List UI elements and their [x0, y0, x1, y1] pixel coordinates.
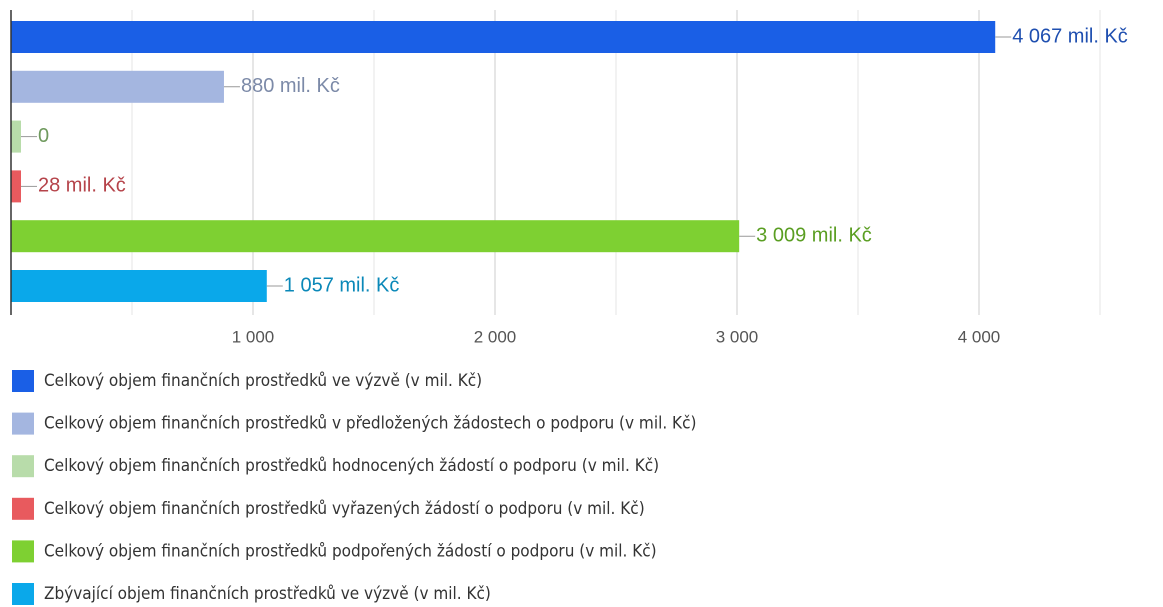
- value-label: 28 mil. Kč: [38, 175, 126, 197]
- x-tick-label: 3 000: [716, 327, 759, 346]
- bar: [11, 270, 267, 302]
- bar: [11, 120, 21, 153]
- legend-swatch: [12, 497, 34, 520]
- legend-label: Zbývající objem finančních prostředků ve…: [44, 584, 491, 604]
- x-tick-label: 1 000: [232, 327, 275, 346]
- value-label: 4 067 mil. Kč: [1012, 25, 1128, 47]
- bar: [11, 21, 996, 53]
- bar: [11, 220, 740, 253]
- value-label: 3 009 mil. Kč: [756, 224, 872, 246]
- value-label: 880 mil. Kč: [241, 75, 340, 97]
- legend-label: Celkový objem finančních prostředků podp…: [44, 541, 657, 561]
- legend-label: Celkový objem finančních prostředků ve v…: [44, 371, 482, 391]
- value-label: 1 057 mil. Kč: [284, 274, 400, 296]
- bar: [11, 170, 21, 203]
- value-label: 0: [38, 125, 49, 147]
- bar: [11, 70, 224, 103]
- legend-swatch: [12, 412, 34, 435]
- legend-label: Celkový objem finančních prostředků hodn…: [44, 456, 659, 476]
- legend-label: Celkový objem finančních prostředků vyřa…: [44, 499, 645, 519]
- legend-label: Celkový objem finančních prostředků v př…: [44, 414, 696, 434]
- legend-swatch: [12, 370, 34, 392]
- legend-swatch: [12, 455, 34, 478]
- x-tick-label: 2 000: [474, 327, 517, 346]
- x-tick-label: 4 000: [958, 327, 1001, 346]
- legend-swatch: [12, 583, 34, 605]
- legend-swatch: [12, 540, 34, 563]
